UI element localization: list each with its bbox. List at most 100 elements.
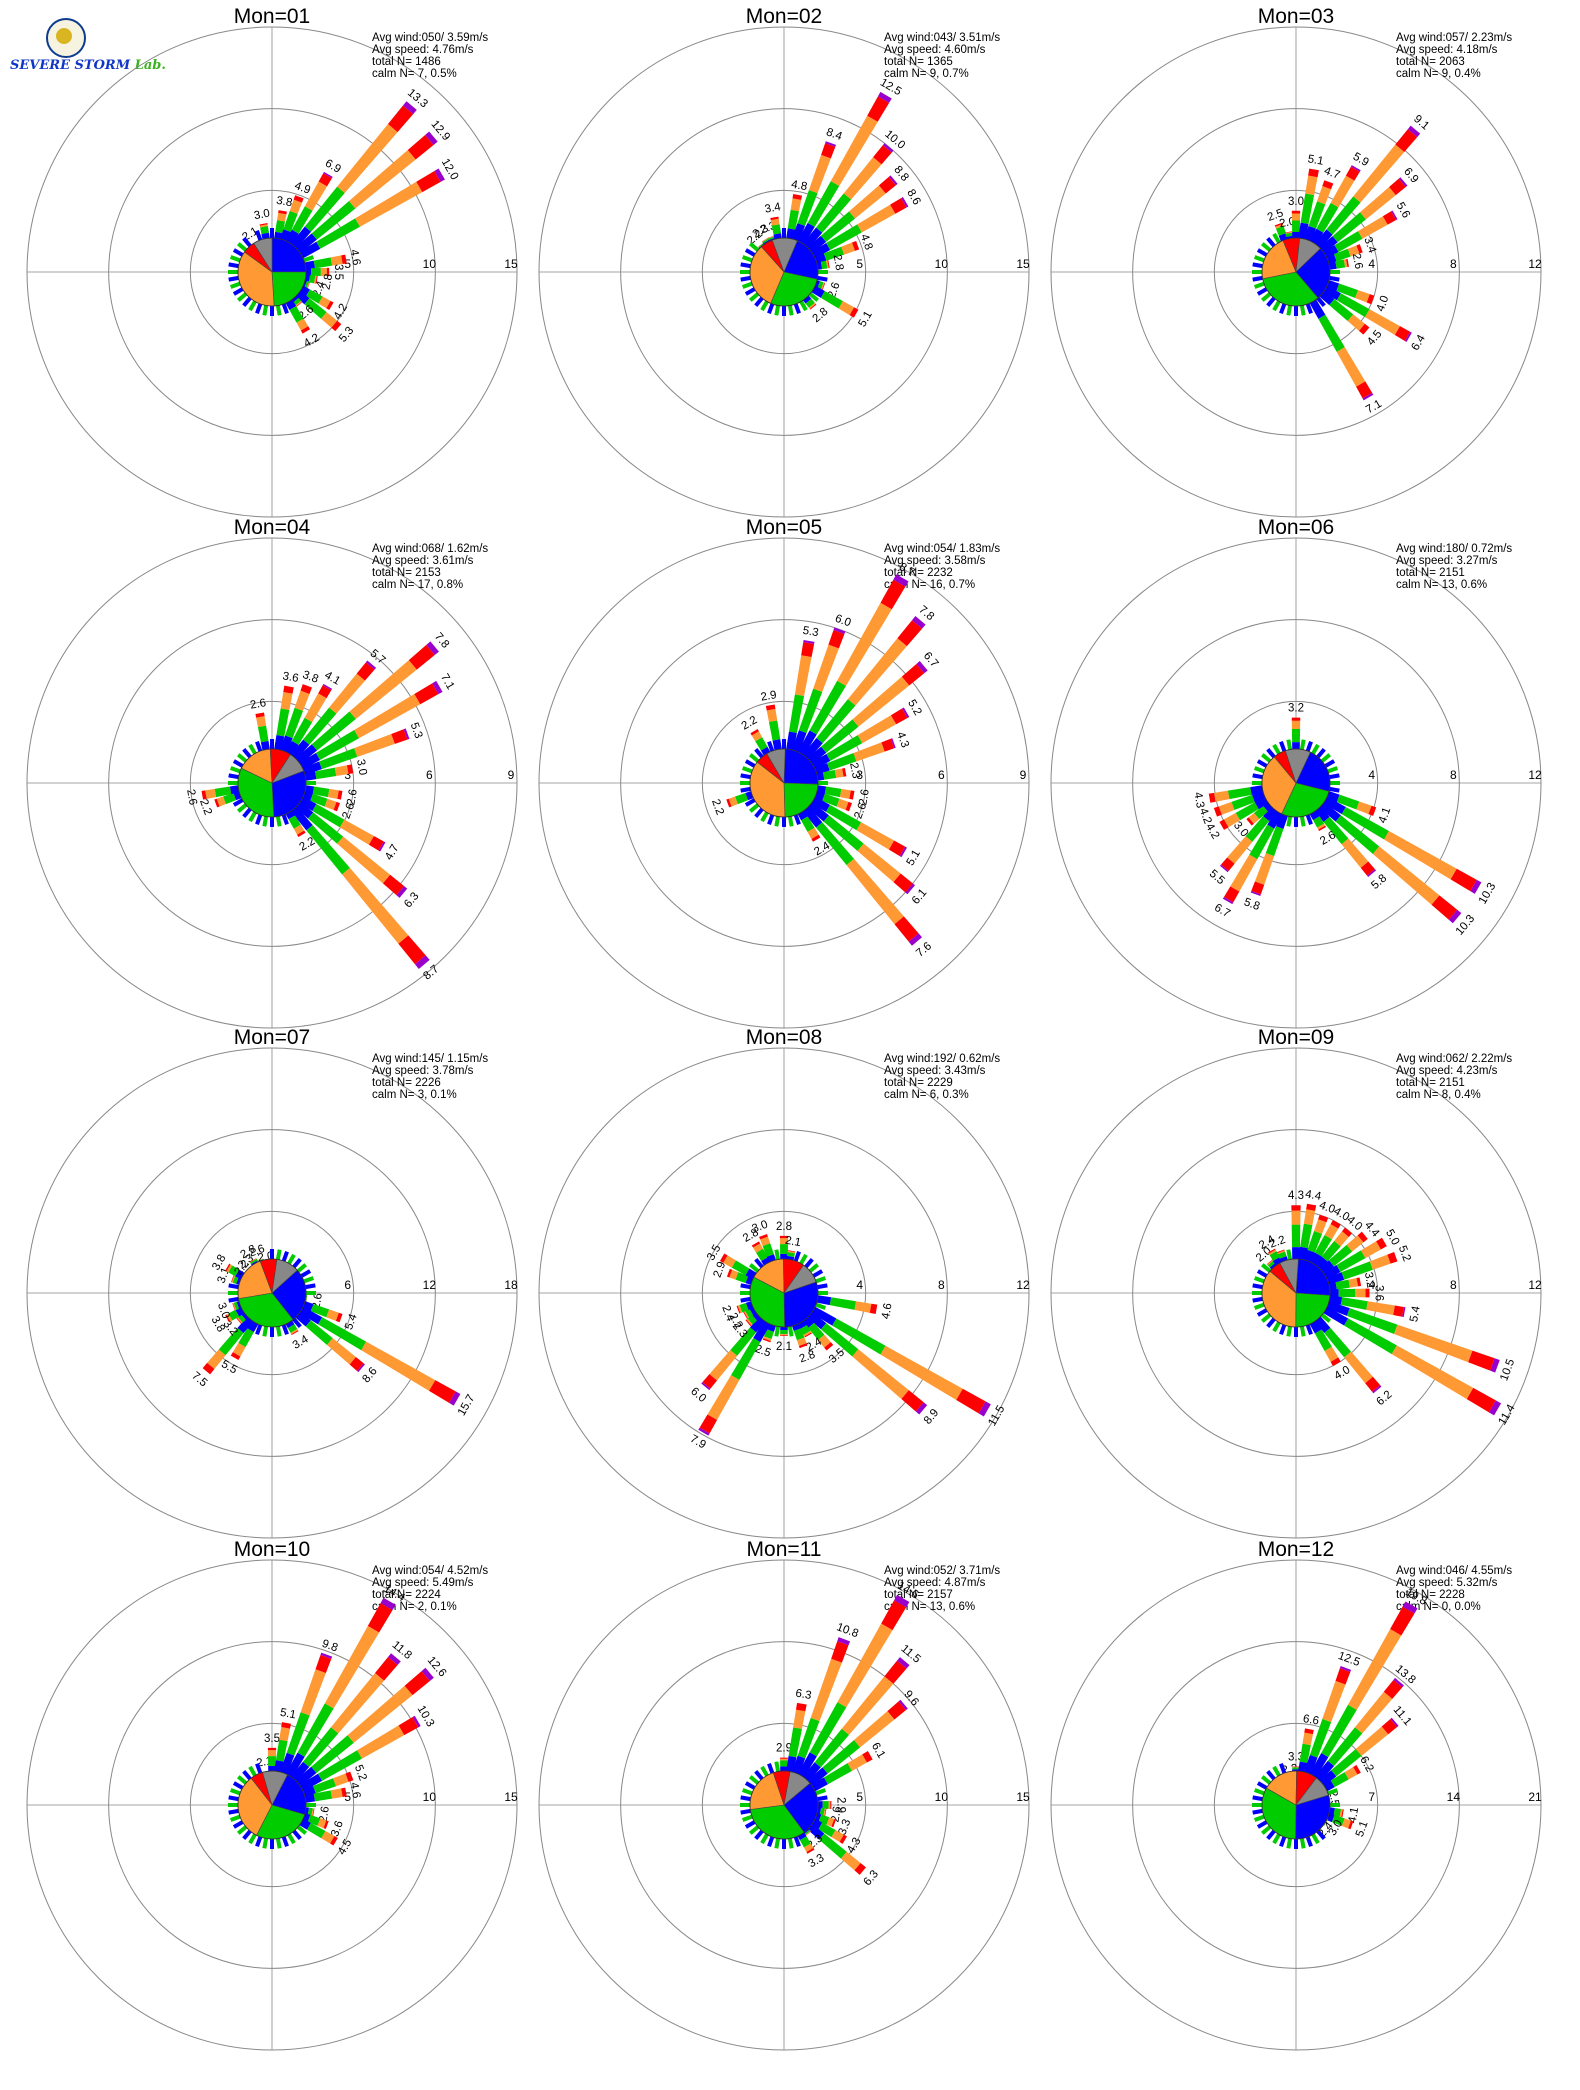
petal-segment [780,1758,788,1761]
petal-segment [726,798,732,808]
petal-segment [837,602,892,686]
petal-value-label: 6.1 [910,887,929,907]
petal: 2.2 [197,791,242,817]
petal-value-label: 6.3 [795,1688,813,1703]
panel-title: Mon=12 [1258,1538,1334,1561]
minor-petal [1272,300,1281,312]
petal-segment [1267,810,1283,829]
petal: 6.6 [1298,1713,1320,1773]
petal-segment [857,715,897,744]
petal: 6.0 [792,613,853,753]
petal-segment [814,763,830,775]
minor-petal [237,1825,248,1835]
minor-petal [1286,1249,1293,1260]
petal-segment [1250,890,1261,897]
petal-value-label: 10.5 [1498,1358,1517,1383]
stat-line: total N= 2226 [372,1077,441,1089]
petal-segment [807,1767,828,1787]
petal-segment [758,242,765,248]
minor-petal [232,1781,244,1790]
petal-segment [260,226,269,235]
petal-segment [308,812,344,844]
petal-segment [1391,1345,1474,1400]
stat-line: total N= 2232 [884,567,953,579]
petal-segment [837,1623,893,1708]
petal-segment [811,753,831,770]
petal: 2.8 [816,254,845,271]
petal-segment [802,227,823,249]
petal-segment [295,744,318,765]
petal-segment [327,1338,356,1365]
petal-segment [854,1863,866,1875]
petal-segment [849,307,859,318]
panel-title: Mon=11 [747,1538,822,1561]
ring-label: 5 [344,257,351,271]
petal-value-label: 2.8 [776,1221,792,1233]
minor-petal [1266,1317,1276,1328]
petal: 2.9 [712,1260,754,1285]
petal-segment [803,1829,811,1836]
petal-segment [297,1703,334,1757]
petal-segment [280,1752,295,1775]
stat-line: Avg wind:180/ 0.72m/s [1396,543,1512,555]
minor-petal [1316,748,1326,759]
petal: 2.1 [784,1235,802,1261]
petal-segment [802,295,812,304]
minor-petal [275,1326,282,1337]
petal-segment [739,1302,749,1313]
petal-segment [251,1260,259,1266]
stat-line: calm N= 3, 0.1% [372,1089,457,1101]
petal-segment [1223,886,1240,903]
petal-segment [1285,235,1294,240]
petal-segment [881,1600,907,1631]
petal-segment [878,176,896,194]
petal: 2.9 [776,1743,792,1771]
petal-segment [808,302,816,309]
logo-word-lab: Lab. [134,58,166,73]
petal-segment [297,830,306,837]
petal-segment [1304,225,1317,242]
petal-segment [894,1594,910,1608]
petal: 3.8 [280,669,320,753]
petal-segment [1308,201,1326,229]
petal-segment [226,1264,233,1273]
petal-segment [814,1728,850,1768]
petal: 4.9 [280,180,312,242]
minor-petal [774,305,781,316]
petal-segment [798,688,823,734]
petal-value-label: 4.3 [845,1836,863,1856]
petal-segment [759,1234,768,1240]
centre-pie-outline [1261,748,1331,818]
stat-line: Avg speed: 3.43m/s [884,1065,986,1077]
ring-label: 21 [1528,1790,1542,1804]
minor-petal [774,816,781,827]
petal-segment [320,267,327,277]
petal-value-label: 4.2 [1203,821,1221,841]
petal-segment [1331,1814,1345,1826]
petal-segment [228,1265,240,1277]
petal-segment [825,804,862,831]
petal-value-label: 4.9 [293,180,312,197]
petal-value-label: 4.8 [858,233,875,252]
petal-segment [289,199,302,214]
petal-segment [747,1314,757,1325]
petal-segment [887,1701,906,1720]
minor-petal [305,1283,316,1290]
minor-petal [1316,296,1326,307]
petal-segment [794,655,812,697]
petal-segment [1348,1820,1354,1830]
minor-petal [1305,740,1313,752]
petal-segment [824,1342,834,1351]
petal-segment [311,200,356,240]
petal-segment [1335,815,1380,854]
minor-petal [303,1276,315,1284]
minor-petal [740,773,751,780]
petal-segment [780,1757,788,1759]
minor-petal [1305,1836,1313,1848]
petal-segment [823,1808,826,1817]
petal-segment [225,1263,231,1272]
petal-segment [1330,175,1355,208]
petal-segment [378,841,386,852]
petal-segment [201,790,207,800]
